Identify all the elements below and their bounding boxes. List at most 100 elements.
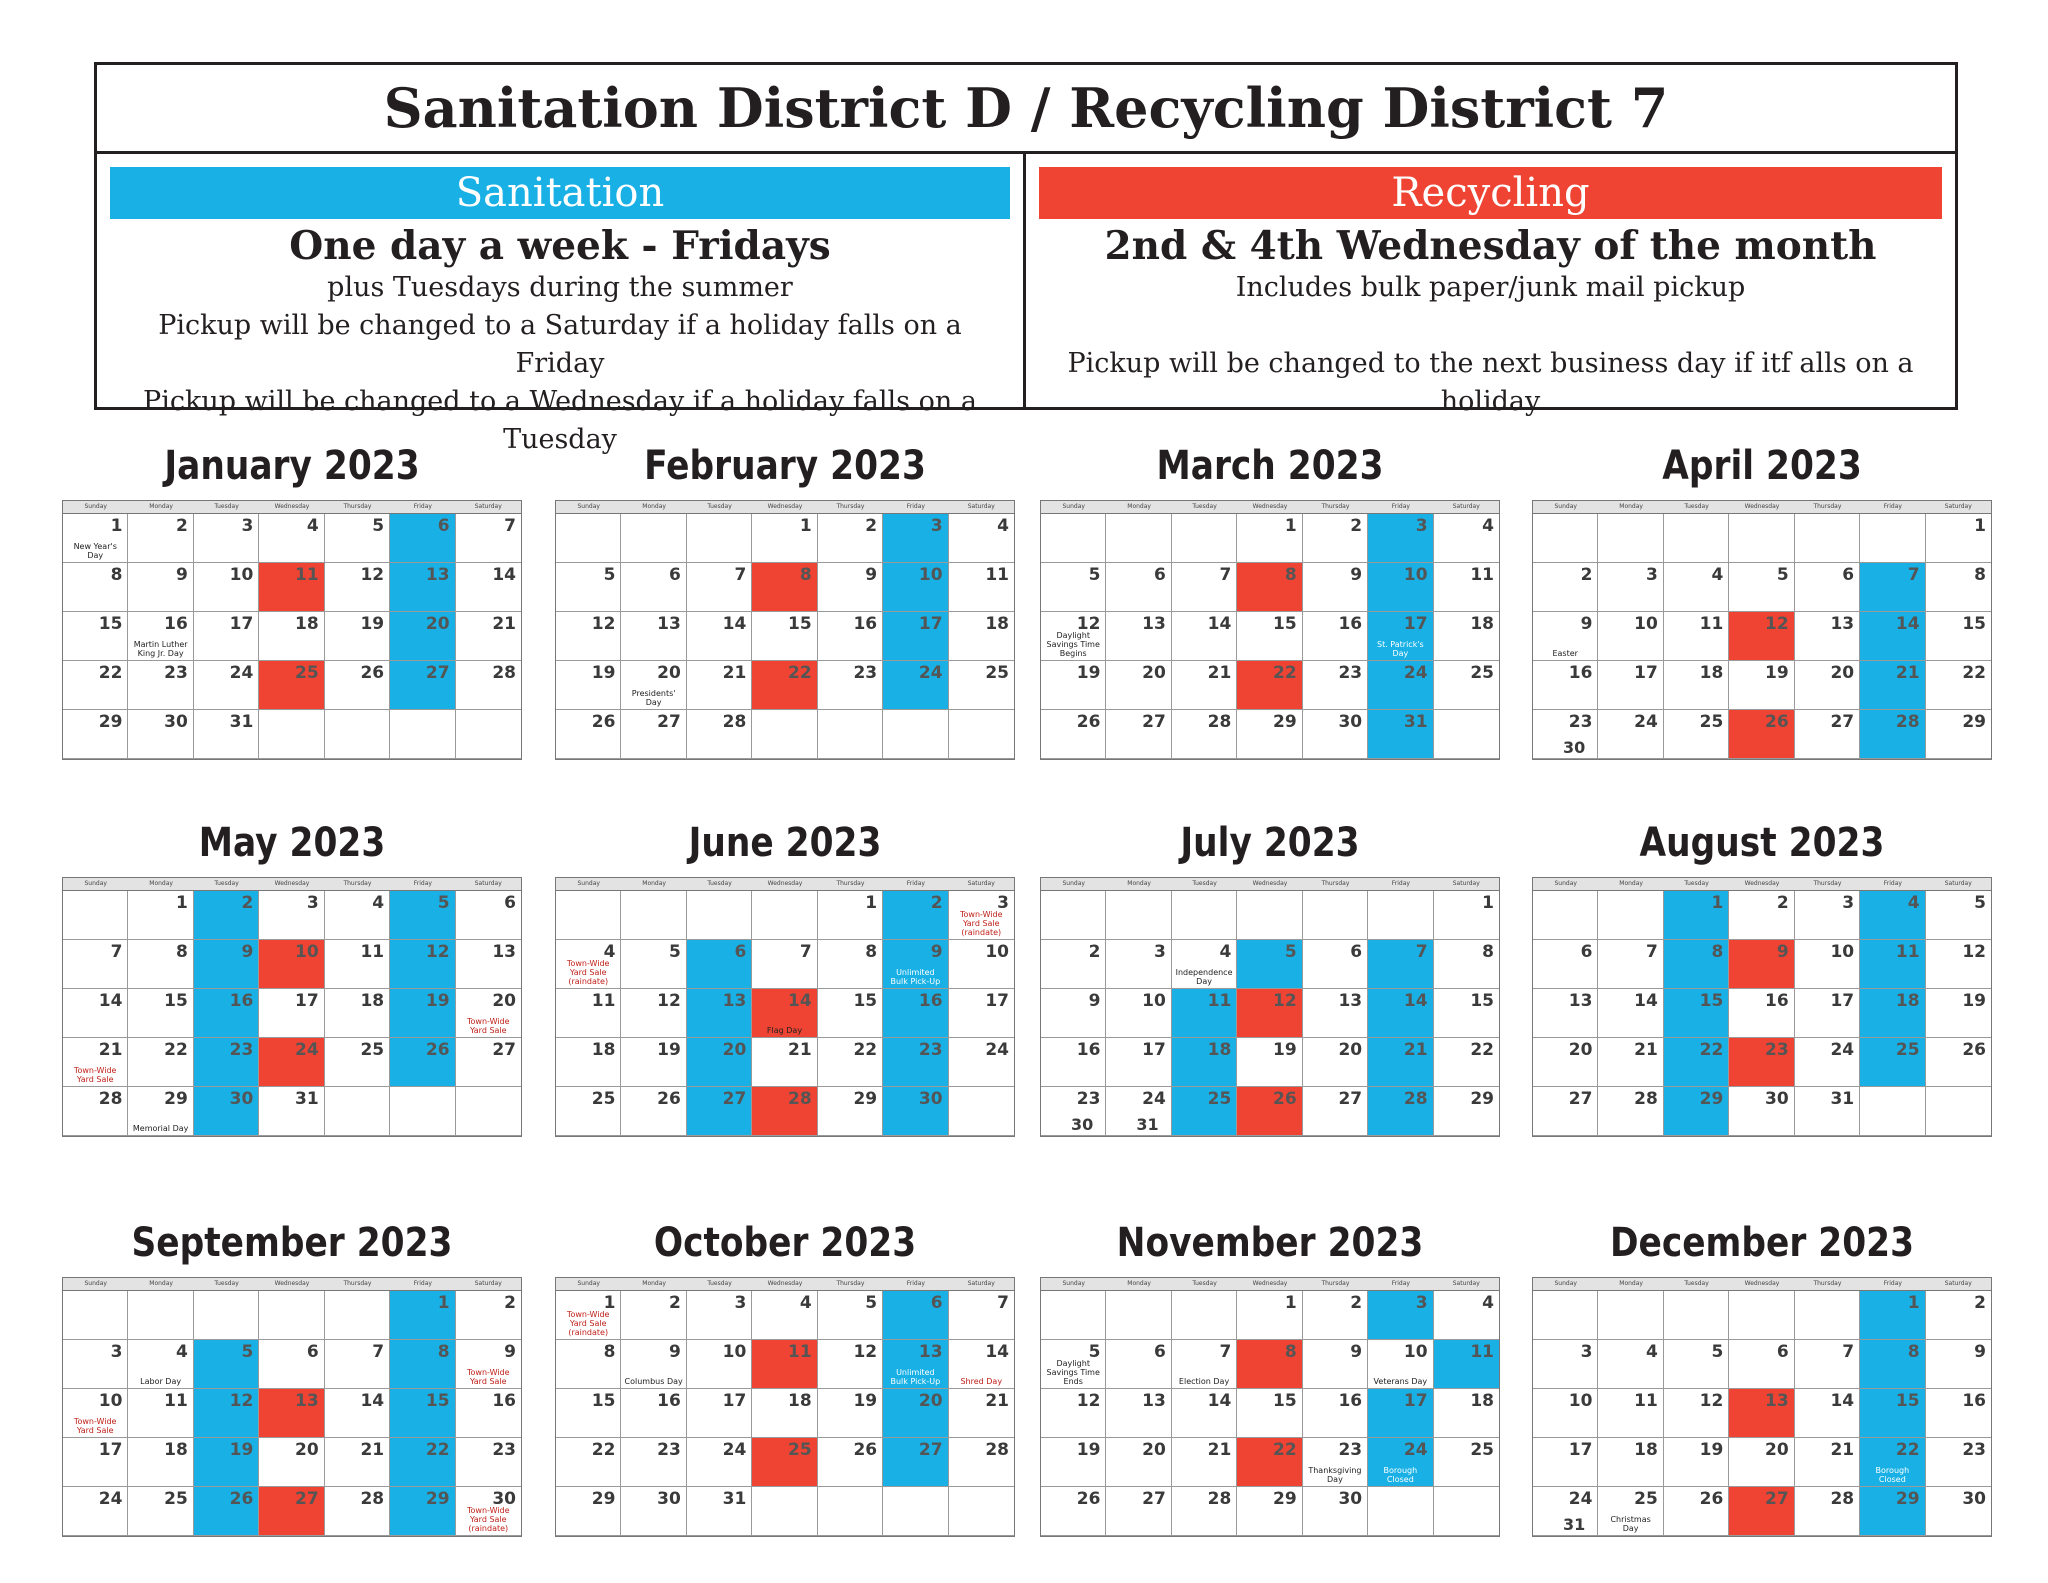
day-cell: 11: [1171, 989, 1238, 1038]
weekday-label: Friday: [906, 1280, 925, 1287]
weekday-label: Friday: [413, 1280, 432, 1287]
day-cell: 13: [1533, 989, 1599, 1038]
day-cell: 1 Town-Wide Yard Sale (raindate): [556, 1291, 622, 1340]
day-number: 30: [164, 712, 188, 732]
day-number: 17: [1142, 1040, 1166, 1060]
day-cell: 1: [1860, 1291, 1926, 1340]
day-grid: 1 2 3 Town-Wide Yard Sale (raindate) 4 Town-W…: [556, 891, 1014, 1136]
day-number: 26: [853, 1440, 878, 1460]
month-grid: Sunday Monday Tuesday Wednesday Thursday Frid…: [1040, 1277, 1500, 1537]
day-number: 7: [504, 516, 516, 536]
day-number: 13: [425, 565, 450, 585]
day-number: 26: [1699, 1489, 1724, 1509]
day-cell: 2: [1041, 940, 1107, 989]
day-cell: 10 Veterans Day: [1368, 1340, 1434, 1389]
day-cell: [324, 1291, 391, 1340]
weekday-label: Wednesday: [1252, 503, 1288, 510]
sanitation-panel: Sanitation One day a week - Fridays plus…: [97, 154, 1026, 455]
day-cell: 21: [1171, 1438, 1238, 1487]
weekday-label: Wednesday: [274, 880, 310, 887]
day-cell: 29: [1237, 1487, 1303, 1536]
day-number: 31: [722, 1489, 747, 1509]
day-cell: 7: [1171, 563, 1238, 612]
day-cell: [556, 891, 622, 940]
day-cell: 27: [455, 1038, 521, 1087]
day-number: 25: [1207, 1089, 1232, 1109]
day-number: 7: [799, 942, 812, 962]
day-cell: 28: [1171, 1487, 1238, 1536]
day-number: 25: [360, 1040, 385, 1060]
day-cell: 8: [128, 940, 194, 989]
day-cell: 8: [63, 563, 129, 612]
day-cell: 17: [948, 989, 1014, 1038]
day-cell: 15: [390, 1389, 456, 1438]
day-cell: 28: [455, 661, 521, 710]
day-cell: 10: [1598, 612, 1664, 661]
sanitation-line-1: plus Tuesdays during the summer: [327, 272, 793, 303]
day-number: 26: [229, 1489, 254, 1509]
day-cell: 25: [259, 661, 325, 710]
day-cell: 7: [1598, 940, 1664, 989]
day-cell: 23: [128, 661, 194, 710]
day-cell: 17: [1794, 989, 1861, 1038]
day-cell: 6: [686, 940, 753, 989]
day-number: 8: [1482, 942, 1494, 962]
month-calendar: July 2023 Sunday Monday Tuesday Wednesday Thu…: [1040, 815, 1500, 1137]
day-cell: 7: [1794, 1340, 1861, 1389]
day-number: 13: [1568, 991, 1593, 1011]
day-number: 3: [1646, 565, 1658, 585]
day-grid: 1 2 3 4 5 6 7 8 9 10 11 12 13 14 15 16 17 18 19 20 21 22 23 24 2…: [1533, 891, 1991, 1136]
day-cell: 8: [1925, 563, 1991, 612]
day-number: 18: [985, 614, 1009, 634]
day-cell: 7: [324, 1340, 391, 1389]
day-number: 7: [1219, 565, 1232, 585]
day-cell: 9: [1729, 940, 1795, 989]
day-number: 9: [1088, 991, 1101, 1011]
weekday-label: Tuesday: [1684, 503, 1709, 510]
day-cell: 17: [259, 989, 325, 1038]
day-number: 21: [1207, 663, 1232, 683]
day-cell: 11: [1433, 1340, 1499, 1389]
day-cell: 5: [1925, 891, 1991, 940]
day-cell: 18: [1598, 1438, 1664, 1487]
day-cell: 24 Borough Closed: [1368, 1438, 1434, 1487]
day-cell: 27: [686, 1087, 753, 1136]
weekday-label: Sunday: [1554, 1280, 1577, 1287]
day-cell: 1 New Year's Day: [63, 514, 129, 563]
day-note: Town-Wide Yard Sale (raindate): [960, 910, 1003, 937]
day-number-overflow: 30: [1071, 1115, 1094, 1134]
day-number: 17: [98, 1440, 123, 1460]
day-cell: 5: [390, 891, 456, 940]
day-number-overflow: 31: [1136, 1115, 1159, 1134]
day-number: 25: [1470, 663, 1494, 683]
day-cell: 5: [1041, 563, 1107, 612]
day-number: 17: [985, 991, 1009, 1011]
day-cell: 2: [621, 1291, 687, 1340]
weekday-label: Monday: [149, 1280, 173, 1287]
day-cell: [817, 710, 884, 759]
day-number: 28: [1830, 1489, 1855, 1509]
day-number: 12: [1962, 942, 1986, 962]
day-cell: 23: [1925, 1438, 1991, 1487]
weekday-header: Sunday Monday Tuesday Wednesday Thursday Frid…: [1041, 501, 1499, 514]
day-number: 15: [1470, 991, 1494, 1011]
day-number: 19: [360, 614, 385, 634]
day-number: 31: [1403, 712, 1428, 732]
weekday-label: Monday: [149, 503, 173, 510]
day-cell: [1106, 514, 1172, 563]
day-number: 5: [1974, 893, 1986, 913]
day-number: 30: [1338, 1489, 1363, 1509]
day-number: 14: [1207, 1391, 1232, 1411]
day-number: 27: [1830, 712, 1855, 732]
day-number: 30: [1765, 1089, 1789, 1109]
day-number: 8: [1974, 565, 1986, 585]
header-box: Sanitation District D / Recycling Distri…: [94, 62, 1958, 455]
day-cell: [752, 1487, 818, 1536]
day-cell: 24: [1794, 1038, 1861, 1087]
day-cell: 12: [1729, 612, 1795, 661]
day-cell: 2: [1302, 1291, 1369, 1340]
day-cell: 22: [1925, 661, 1991, 710]
day-note: Daylight Savings Time Ends: [1046, 1359, 1100, 1386]
day-number: 12: [1076, 1391, 1101, 1411]
day-number: 15: [853, 991, 878, 1011]
